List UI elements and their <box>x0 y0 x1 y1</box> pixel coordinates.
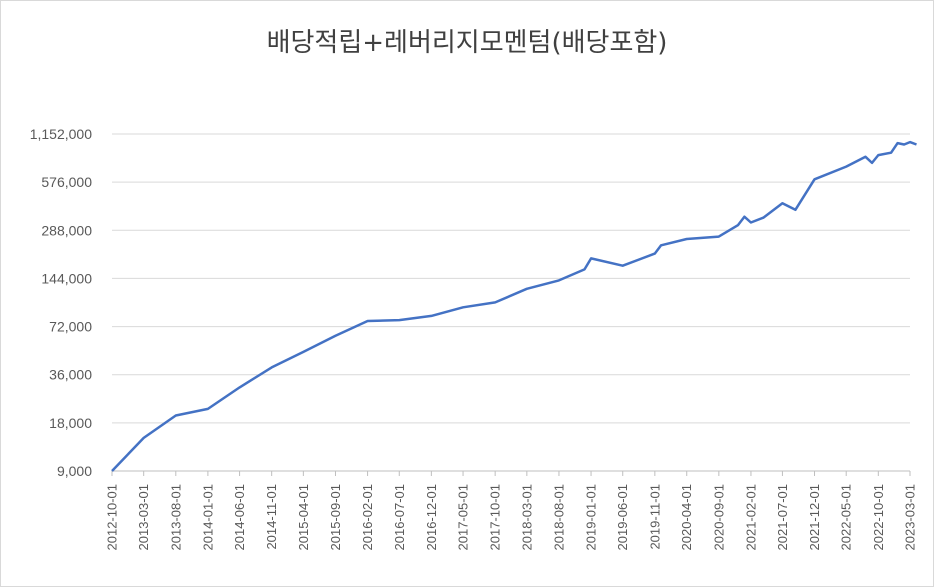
x-tick-label: 2018-03-01 <box>519 484 534 551</box>
x-tick-label: 2021-07-01 <box>775 484 790 551</box>
x-tick-label: 2019-01-01 <box>584 484 599 551</box>
x-tick-label: 2022-10-01 <box>871 484 886 551</box>
x-tick-label: 2021-12-01 <box>807 484 822 551</box>
chart-title: 배당적립+레버리지모멘텀(배당포함) <box>266 28 668 58</box>
x-tick-label: 2019-11-01 <box>647 484 662 550</box>
x-tick-label: 2014-01-01 <box>200 484 215 551</box>
x-tick-label: 2015-09-01 <box>328 484 343 551</box>
x-tick-label: 2020-09-01 <box>711 484 726 551</box>
x-tick-label: 2016-02-01 <box>360 484 375 551</box>
x-tick-label: 2013-08-01 <box>168 484 183 551</box>
y-tick-label: 144,000 <box>41 270 92 286</box>
y-tick-label: 1,152,000 <box>30 126 92 142</box>
x-tick-label: 2016-12-01 <box>424 484 439 551</box>
x-tick-label: 2015-04-01 <box>296 484 311 551</box>
x-tick-label: 2014-11-01 <box>264 484 279 550</box>
x-tick-label: 2023-03-01 <box>903 484 918 551</box>
x-tick-label: 2016-07-01 <box>392 484 407 551</box>
y-tick-label: 72,000 <box>49 319 92 335</box>
y-tick-label: 18,000 <box>49 415 92 431</box>
x-tick-label: 2019-06-01 <box>615 484 630 551</box>
y-tick-label: 576,000 <box>41 174 92 190</box>
series-line <box>111 140 917 472</box>
y-tick-label: 36,000 <box>49 367 92 383</box>
x-tick-label: 2017-10-01 <box>488 484 503 551</box>
x-tick-label: 2021-02-01 <box>743 484 758 551</box>
x-tick-label: 2020-04-01 <box>679 484 694 551</box>
x-tick-label: 2022-05-01 <box>839 484 854 551</box>
x-tick-label: 2013-03-01 <box>136 484 151 551</box>
y-tick-label: 288,000 <box>41 222 92 238</box>
y-tick-label: 9,000 <box>57 463 92 479</box>
x-tick-label: 2012-10-01 <box>105 484 120 551</box>
x-tick-label: 2018-08-01 <box>551 484 566 551</box>
x-tick-label: 2014-06-01 <box>232 484 247 551</box>
x-tick-label: 2017-05-01 <box>456 484 471 551</box>
